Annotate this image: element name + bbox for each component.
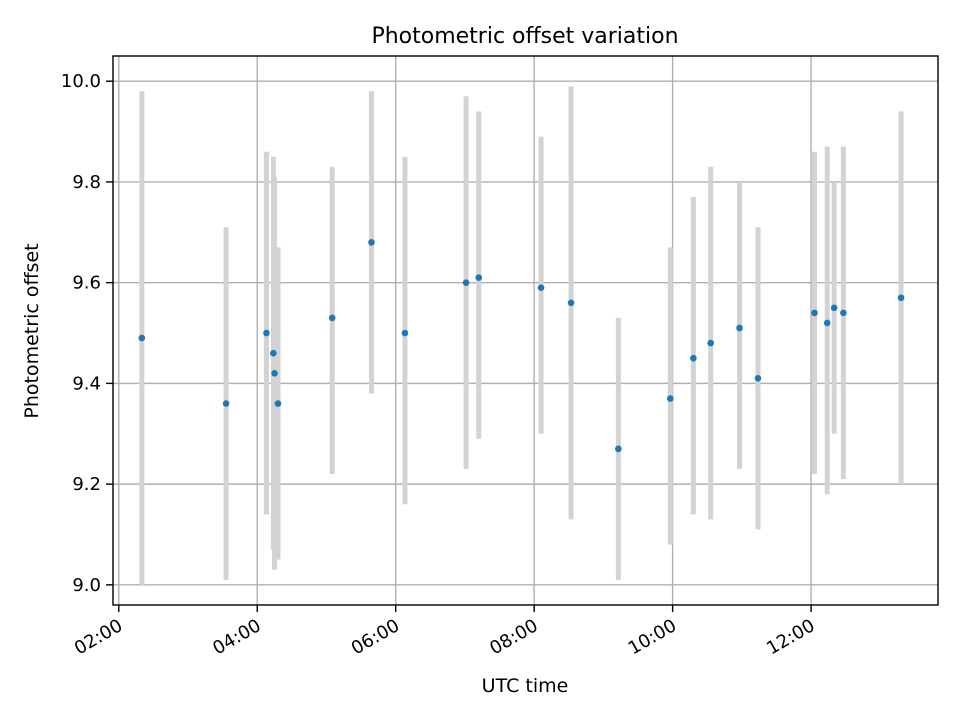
y-axis-ticks: 9.0 9.2 9.4 9.6 9.8 10.0: [61, 71, 113, 596]
data-points: [138, 239, 905, 453]
chart-title: Photometric offset variation: [371, 24, 678, 49]
data-point: [138, 334, 146, 342]
data-point: [401, 329, 409, 337]
data-point: [707, 339, 714, 347]
y-axis-label: Photometric offset: [21, 243, 43, 418]
data-point: [690, 354, 697, 362]
x-tick-label: 10:00: [625, 615, 680, 659]
data-point: [667, 395, 674, 402]
x-axis-label: UTC time: [482, 675, 569, 697]
data-point: [270, 349, 277, 357]
data-point: [830, 304, 838, 312]
error-bars: [139, 86, 904, 585]
data-point: [222, 400, 230, 407]
y-tick-label: 9.8: [72, 172, 101, 193]
x-axis-ticks: 02:00 04:00 06:00 08:00 10:00 12:00: [71, 605, 819, 659]
x-tick-label: 04:00: [209, 615, 264, 659]
data-point: [368, 239, 375, 246]
data-point: [897, 294, 905, 302]
data-point: [823, 319, 831, 327]
data-point: [475, 274, 483, 281]
data-point: [811, 309, 818, 317]
data-point: [537, 284, 545, 291]
data-point: [736, 324, 743, 332]
data-point: [462, 279, 470, 286]
plot-frame: [112, 55, 939, 606]
data-point: [328, 314, 336, 322]
y-tick-label: 9.4: [72, 373, 101, 394]
x-tick-label: 12:00: [763, 615, 818, 659]
x-tick-label: 06:00: [348, 615, 403, 659]
y-tick-label: 9.0: [72, 575, 101, 596]
y-tick-label: 10.0: [61, 71, 101, 92]
data-point: [840, 309, 847, 317]
data-point: [271, 370, 278, 377]
data-point: [754, 375, 762, 382]
data-point: [615, 445, 622, 453]
x-tick-label: 02:00: [71, 615, 126, 659]
data-point: [274, 400, 282, 407]
data-point: [263, 329, 270, 337]
data-point: [567, 299, 575, 307]
y-tick-label: 9.6: [72, 273, 101, 294]
y-tick-label: 9.2: [72, 474, 101, 495]
x-tick-label: 08:00: [486, 615, 541, 659]
